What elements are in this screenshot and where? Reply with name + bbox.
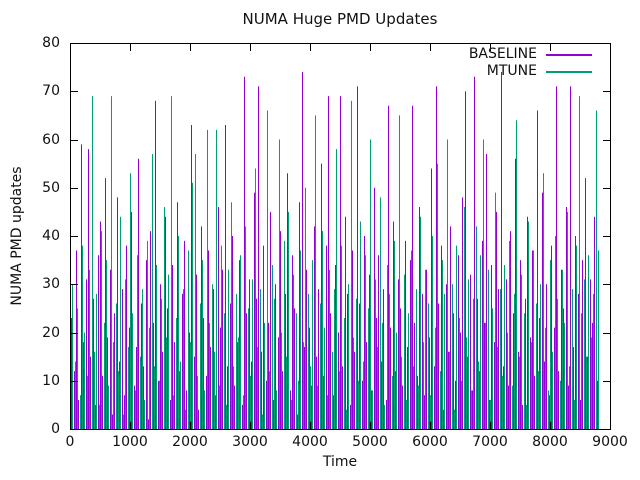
x-tick-label: 6000 xyxy=(412,434,448,450)
x-tick-label: 4000 xyxy=(292,434,328,450)
x-tick-label: 9000 xyxy=(592,434,628,450)
legend-line-sample-baseline xyxy=(546,53,592,56)
plot-border xyxy=(70,43,611,430)
y-tick-label: 70 xyxy=(42,83,60,99)
y-tick-label: 60 xyxy=(42,132,60,148)
y-tick-label: 0 xyxy=(51,421,60,437)
legend-label-mtune: MTUNE xyxy=(486,63,537,79)
x-tick-label: 5000 xyxy=(352,434,388,450)
x-axis-label: Time xyxy=(322,454,358,470)
x-tick-label: 7000 xyxy=(472,434,508,450)
legend-label-baseline: BASELINE xyxy=(468,46,537,62)
y-tick-label: 10 xyxy=(42,373,60,389)
legend-line-sample-mtune xyxy=(546,70,592,73)
y-tick-label: 50 xyxy=(42,180,60,196)
legend-entry-mtune: MTUNE xyxy=(469,64,592,79)
y-tick-label: 20 xyxy=(42,325,60,341)
y-tick-label: 40 xyxy=(42,228,60,244)
legend: BASELINE MTUNE xyxy=(469,47,592,79)
legend-entry-baseline: BASELINE xyxy=(469,47,592,62)
y-tick-label: 30 xyxy=(42,276,60,292)
x-tick-label: 3000 xyxy=(232,434,268,450)
y-tick-label: 80 xyxy=(42,35,60,51)
x-tick-label: 1000 xyxy=(112,434,148,450)
x-tick-label: 2000 xyxy=(172,434,208,450)
chart-title: NUMA Huge PMD Updates xyxy=(242,10,438,28)
x-tick-label: 8000 xyxy=(532,434,568,450)
x-tick-label: 0 xyxy=(65,434,75,450)
